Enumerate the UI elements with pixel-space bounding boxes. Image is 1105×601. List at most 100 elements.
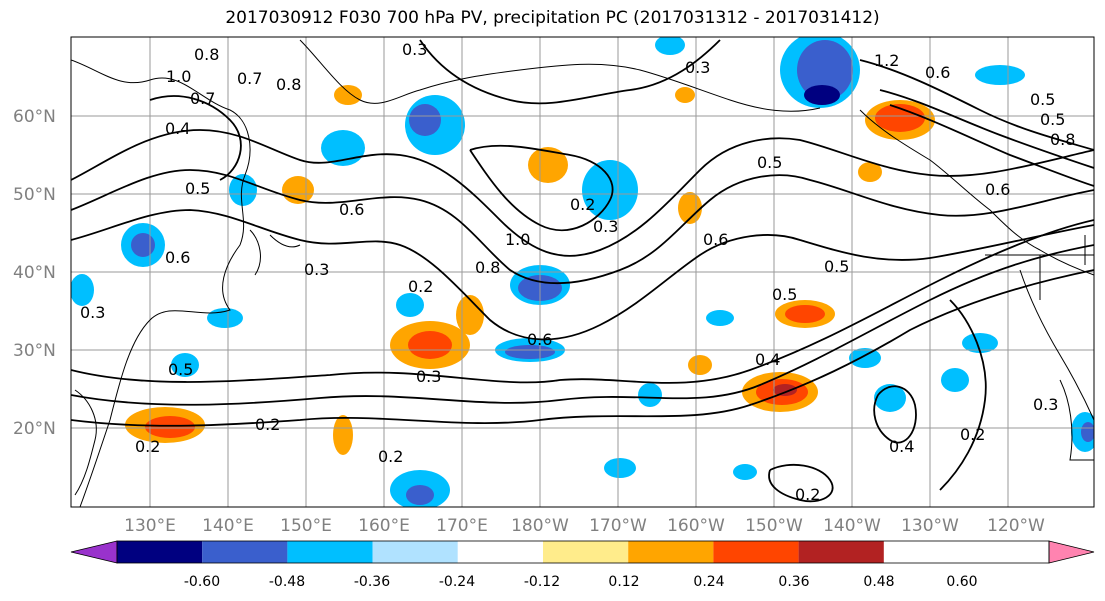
colorbar-segment [117,541,203,563]
colorbar-tick-label: 0.48 [863,574,894,590]
colorbar-segment [713,541,799,563]
contour-label: 0.2 [795,485,820,504]
colorbar-tick-label: 0.12 [608,574,639,590]
coastlines [71,39,1094,507]
colorbar-tick-label: 0.24 [693,574,724,590]
precip-blob-negative [409,104,441,136]
precip-blob-negative [849,348,881,368]
precip-blob-positive [333,415,353,455]
colorbar-segment [457,541,543,563]
precip-blob-negative [406,485,434,505]
contour-label: 0.3 [402,40,427,59]
precip-blob-negative [733,464,757,480]
contour-label: 1.0 [166,67,191,86]
precip-blob-positive [858,162,882,182]
colorbar-segment [287,541,373,563]
colorbar-tick-label: -0.36 [354,574,390,590]
precip-blob-negative [505,345,555,359]
lon-label: 170°W [589,516,647,536]
precip-blob-negative [1081,422,1094,442]
precip-blob-positive [773,384,797,396]
contour-label: 0.5 [168,360,193,379]
lon-label: 140°W [823,516,881,536]
precip-blob-negative [975,65,1025,85]
contour-label: 0.3 [304,260,329,279]
precip-blob-positive [875,104,925,132]
colorbar-segment [372,541,458,563]
lon-label: 130°W [901,516,959,536]
contour-label: 0.5 [824,257,849,276]
precip-blob-negative [582,160,638,220]
precip-blob-positive [456,295,484,335]
colorbar-segment [628,541,714,563]
pv-contours [71,39,1094,503]
lat-label: 50°N [13,185,56,205]
contour-label: 0.4 [889,437,914,456]
lon-label: 150°W [745,516,803,536]
contour-label: 0.5 [757,153,782,172]
contour-label: 0.2 [408,277,433,296]
contour-label: 0.8 [276,75,301,94]
colorbar-left-extension [70,540,118,564]
precip-blob-positive [785,305,825,323]
lat-label: 60°N [13,107,56,127]
map-title: 2017030912 F030 700 hPa PV, precipitatio… [225,8,880,28]
contour-label: 0.2 [960,425,985,444]
contour-label: 0.2 [570,195,595,214]
colorbar-segment [798,541,884,563]
contour-label: 0.8 [1050,130,1075,149]
contour-label: 0.6 [339,200,364,219]
colorbar-tick-label: -0.12 [524,574,560,590]
precip-blob-negative [396,293,424,317]
precip-blob-negative [171,353,199,377]
colorbar-tick-label: -0.48 [269,574,305,590]
precip-blob-negative [604,458,636,478]
contour-label: 0.5 [185,179,210,198]
precipitation-shading [71,37,1094,507]
lon-label: 160°W [667,516,725,536]
contour-label: 0.5 [772,285,797,304]
colorbar-tick-label: -0.24 [439,574,475,590]
precip-blob-negative [706,310,734,326]
contour-label: 1.0 [505,230,530,249]
precip-blob-positive [675,87,695,103]
colorbar: -0.60 -0.48 -0.36 -0.24 -0.12 0.12 0.24 … [70,540,1095,590]
precip-blob-negative [131,233,155,257]
contour-label: 0.2 [255,415,280,434]
lon-label: 170°E [436,516,488,536]
precip-blob-negative [804,85,840,105]
colorbar-tick-label: -0.60 [184,574,220,590]
contour-label: 0.4 [755,350,780,369]
contour-label: 0.2 [378,447,403,466]
precip-blob-negative [962,333,998,353]
precip-blob-negative [941,368,969,392]
contour-label: 0.8 [194,45,219,64]
lon-label: 130°E [124,516,176,536]
contour-label: 0.3 [416,367,441,386]
contour-label: 0.2 [135,437,160,456]
lon-label: 150°E [280,516,332,536]
contour-label: 0.7 [190,89,215,108]
lat-label: 40°N [13,263,56,283]
lon-label: 120°W [987,516,1045,536]
latitude-labels: 60°N 50°N 40°N 30°N 20°N [13,107,56,439]
precip-blob-negative [797,40,853,100]
contour-label: 0.4 [165,119,190,138]
precip-blob-negative [638,383,662,407]
precip-blob-positive [528,147,568,183]
contour-label: 0.8 [475,258,500,277]
contour-label: 0.5 [1040,110,1065,129]
contour-label: 0.6 [527,330,552,349]
plot-frame [70,36,1095,508]
colorbar-tick-label: 0.60 [946,574,977,590]
colorbar-segment [543,541,629,563]
contour-label: 0.6 [985,180,1010,199]
graticule [71,37,1094,507]
colorbar-tick-label: 0.36 [778,574,809,590]
lon-label: 140°E [202,516,254,536]
contour-label: 0.6 [925,63,950,82]
contour-label: 0.6 [703,230,728,249]
contour-label: 0.3 [685,58,710,77]
lat-label: 20°N [13,419,56,439]
contour-label: 0.6 [165,248,190,267]
